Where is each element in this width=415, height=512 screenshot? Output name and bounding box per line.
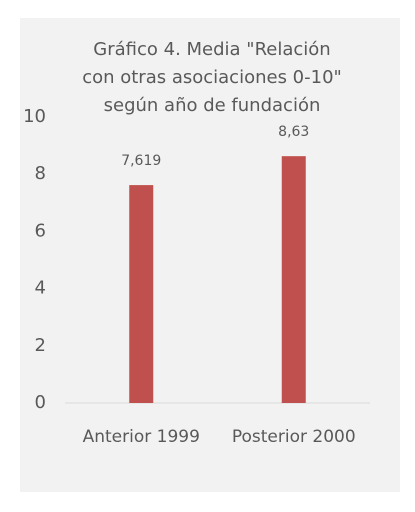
chart-title: con otras asociaciones 0-10" — [82, 67, 342, 88]
y-tick-label: 6 — [35, 220, 46, 241]
y-tick-label: 10 — [23, 106, 46, 127]
y-tick-label: 8 — [35, 163, 46, 184]
data-label: 8,63 — [278, 124, 309, 140]
data-label: 7,619 — [121, 153, 161, 169]
chart-title: según año de fundación — [104, 95, 321, 116]
x-tick-label: Posterior 2000 — [232, 427, 356, 447]
y-tick-label: 2 — [35, 335, 46, 356]
chart-background — [20, 18, 400, 492]
y-tick-label: 0 — [35, 392, 46, 413]
bar — [129, 185, 154, 403]
bar — [281, 156, 306, 403]
chart-title: Gráfico 4. Media "Relación — [93, 39, 330, 60]
y-tick-label: 4 — [35, 278, 46, 299]
x-tick-label: Anterior 1999 — [83, 427, 200, 447]
